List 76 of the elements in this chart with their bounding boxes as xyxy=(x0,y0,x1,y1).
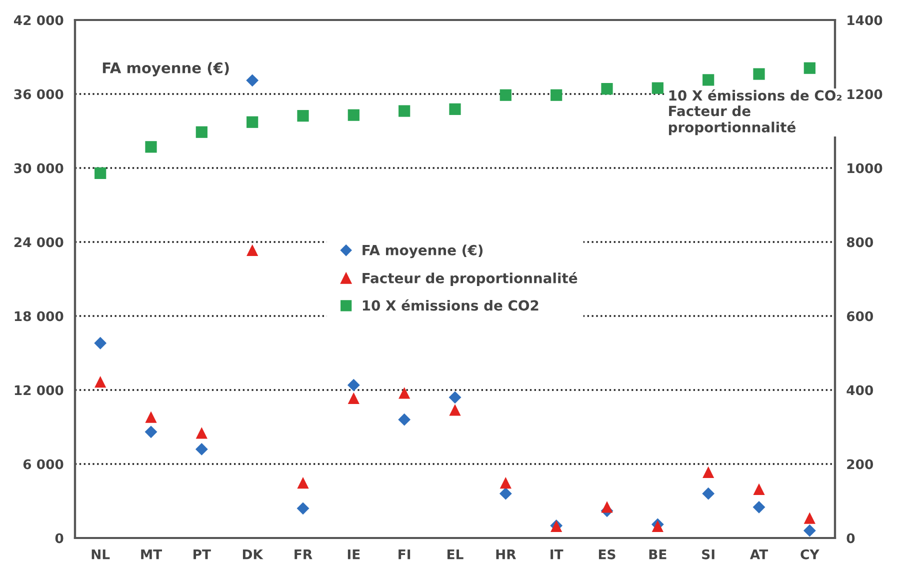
legend-label: Facteur de proportionnalité xyxy=(362,272,578,286)
point xyxy=(144,426,158,438)
point xyxy=(145,411,157,423)
point xyxy=(601,83,613,95)
point xyxy=(804,62,816,74)
point xyxy=(348,109,360,121)
x-tick-label: ES xyxy=(598,549,616,560)
x-tick-label: DK xyxy=(242,550,264,560)
point xyxy=(601,501,613,513)
point xyxy=(246,116,258,128)
point xyxy=(246,244,258,256)
point xyxy=(753,68,765,80)
y2-tick-label: 1400 xyxy=(848,15,882,26)
point xyxy=(195,442,208,456)
y2-tick-label: 600 xyxy=(846,311,874,322)
y2-tick-label: 800 xyxy=(846,237,874,248)
x-tick-label: AT xyxy=(750,550,768,560)
point xyxy=(398,387,410,399)
x-tick-label: SI xyxy=(702,549,714,560)
point xyxy=(702,466,714,478)
y-tick-label: 42 000 xyxy=(14,15,64,26)
point xyxy=(448,391,462,404)
point xyxy=(94,376,106,388)
x-tick-label: FI xyxy=(398,550,410,560)
point xyxy=(500,89,512,101)
x-tick-label: IT xyxy=(550,550,564,560)
point xyxy=(449,103,461,115)
y-tick-label: 36 000 xyxy=(14,89,64,100)
point xyxy=(94,167,106,179)
y2-axis-title: 10 X émissions de CO₂ Facteur de proportionnalité xyxy=(668,89,842,136)
y2-tick-label: 400 xyxy=(846,385,874,396)
point xyxy=(347,378,360,392)
point xyxy=(752,500,766,514)
y2-tick-label: 1200 xyxy=(848,89,882,100)
point xyxy=(246,74,259,87)
y2-tick-label: 0 xyxy=(846,533,855,544)
y-tick-label: 12 000 xyxy=(14,385,64,396)
y-tick-label: 30 000 xyxy=(14,163,64,174)
point xyxy=(196,427,208,439)
point xyxy=(702,487,715,500)
legend-label: FA moyenne (€) xyxy=(362,244,483,258)
x-tick-label: NL xyxy=(92,550,110,560)
point xyxy=(804,512,816,524)
y-tick-label: 18 000 xyxy=(14,311,64,322)
x-tick-label: FR xyxy=(294,550,312,560)
y-tick-label: 24 000 xyxy=(14,237,64,248)
point xyxy=(297,477,309,489)
y2-tick-label: 1000 xyxy=(848,163,882,174)
point xyxy=(449,404,461,416)
x-tick-label: HR xyxy=(496,550,516,560)
x-tick-label: IE xyxy=(348,550,360,560)
point xyxy=(297,110,309,122)
point xyxy=(94,336,107,350)
point xyxy=(753,483,765,495)
point xyxy=(296,502,310,515)
y-tick-label: 6 000 xyxy=(23,459,64,470)
x-tick-label: MT xyxy=(141,550,162,560)
legend-label: 10 X émissions de CO2 xyxy=(362,299,538,311)
y-axis-title: FA moyenne (€) xyxy=(102,62,229,76)
point xyxy=(803,524,816,537)
point xyxy=(652,82,664,94)
x-tick-label: EL xyxy=(448,550,464,560)
point xyxy=(196,126,208,138)
point xyxy=(145,141,157,153)
point xyxy=(702,74,714,86)
point xyxy=(348,392,360,404)
y2-tick-label: 200 xyxy=(847,459,874,470)
point xyxy=(550,89,562,101)
point xyxy=(500,477,512,489)
x-tick-label: PT xyxy=(194,550,211,560)
point xyxy=(499,487,512,500)
point xyxy=(398,413,411,426)
point xyxy=(398,105,410,117)
x-tick-label: BE xyxy=(649,550,666,560)
x-tick-label: CY xyxy=(800,549,820,560)
y-tick-label: 0 xyxy=(55,533,64,544)
